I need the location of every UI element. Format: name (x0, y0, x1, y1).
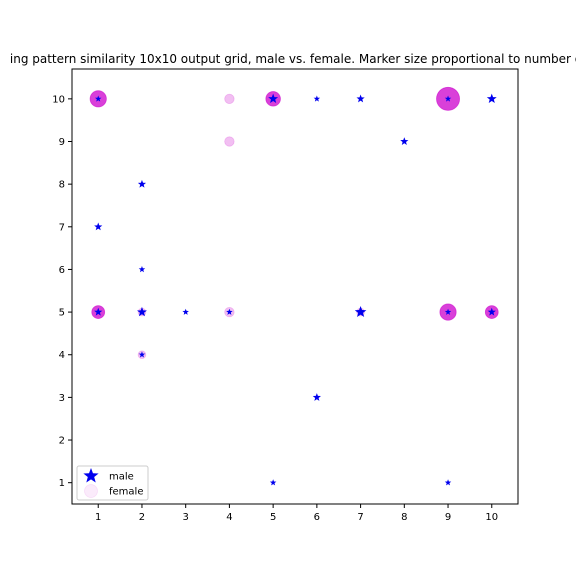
male-point (95, 95, 102, 102)
x-tick-label: 4 (226, 512, 232, 523)
x-tick-label: 9 (445, 512, 451, 523)
x-tick-label: 10 (485, 512, 498, 523)
y-tick-label: 5 (59, 308, 65, 319)
male-point (444, 95, 452, 102)
male-point (356, 94, 365, 103)
male-point (444, 308, 452, 315)
legend-female-icon (84, 484, 98, 498)
male-point (313, 95, 321, 102)
y-axis: 1 2 3 4 5 6 7 8 9 10 (52, 94, 72, 489)
y-tick-label: 6 (59, 265, 65, 276)
male-point (269, 479, 277, 486)
male-point (137, 179, 147, 188)
y-tick-label: 7 (59, 222, 65, 233)
x-tick-label: 6 (314, 512, 320, 523)
data-marks (89, 86, 499, 486)
y-tick-label: 10 (52, 94, 65, 105)
y-tick-label: 8 (59, 180, 65, 191)
x-axis: 1 2 3 4 5 6 7 8 9 10 (95, 504, 498, 523)
legend-female-label: female (109, 487, 143, 498)
male-point (182, 308, 189, 315)
y-tick-label: 3 (59, 393, 65, 404)
female-point (224, 136, 235, 147)
y-tick-label: 2 (59, 436, 65, 447)
x-tick-label: 8 (401, 512, 407, 523)
plot-frame (71, 68, 519, 505)
male-point (94, 222, 103, 231)
male-point (312, 393, 321, 401)
male-point (138, 351, 146, 358)
male-point (486, 93, 497, 104)
male-point (226, 308, 233, 315)
male-point (268, 93, 279, 104)
male-point (137, 306, 147, 317)
x-tick-label: 3 (182, 512, 188, 523)
legend-male-icon (83, 468, 99, 483)
chart-title: ing pattern similarity 10x10 output grid… (10, 52, 576, 66)
plot-area (72, 69, 518, 504)
legend-male-label: male (109, 472, 134, 483)
male-point (354, 305, 367, 318)
y-tick-label: 1 (59, 478, 65, 489)
legend: male female (76, 465, 149, 501)
x-tick-label: 5 (270, 512, 276, 523)
male-point (444, 479, 452, 486)
male-point (138, 266, 146, 273)
y-tick-label: 9 (59, 137, 65, 148)
male-point (400, 137, 409, 145)
x-tick-label: 7 (357, 512, 363, 523)
x-tick-label: 2 (139, 512, 145, 523)
x-tick-label: 1 (95, 512, 101, 523)
male-point (487, 307, 496, 316)
female-point (224, 93, 235, 105)
y-tick-label: 4 (59, 350, 65, 361)
male-point (94, 307, 103, 316)
